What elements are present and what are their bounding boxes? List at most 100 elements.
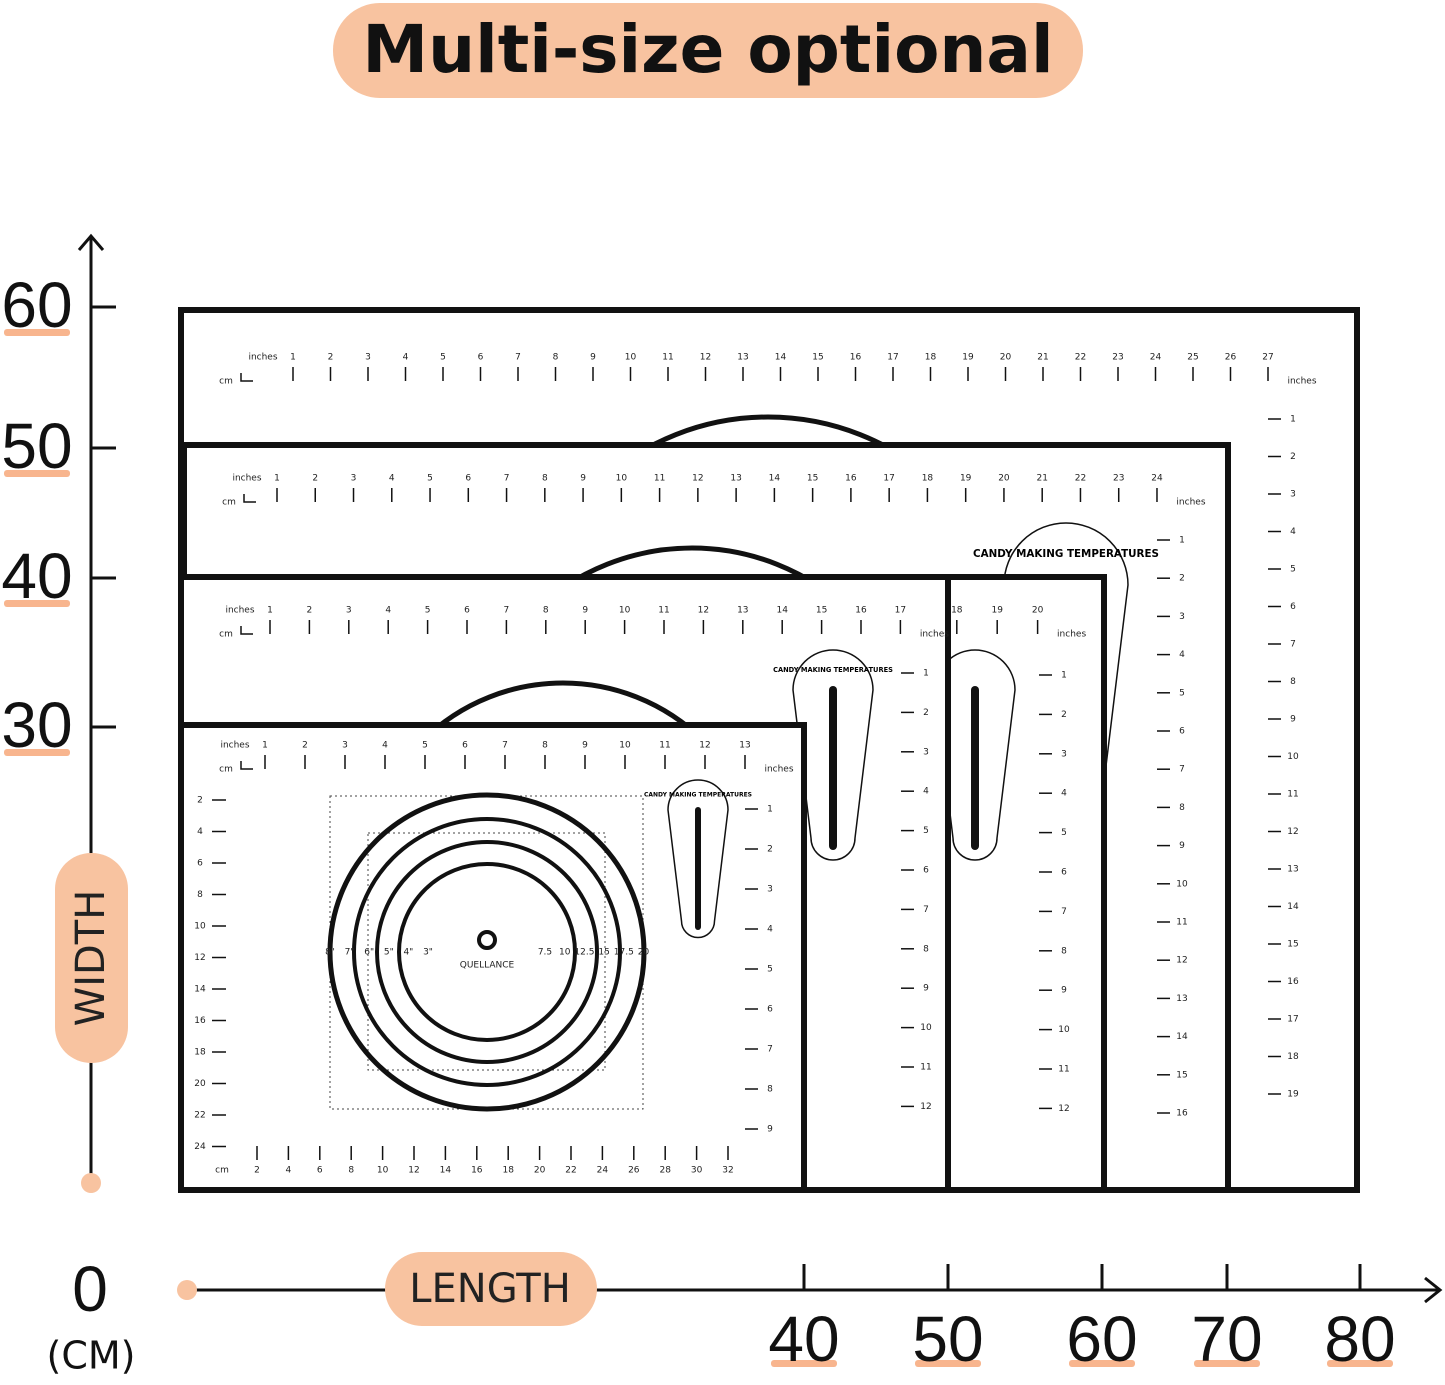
inch-label: 5: [1179, 688, 1185, 698]
cm-label: 8: [348, 1166, 354, 1176]
inch-label: 27: [1262, 353, 1273, 363]
inch-label: 5: [422, 741, 428, 751]
inch-label: 26: [1225, 353, 1237, 363]
inch-label: 5: [923, 826, 929, 836]
cm-label: 12: [194, 953, 205, 963]
inch-label: 2: [312, 474, 318, 484]
inch-label: 19: [962, 353, 974, 363]
inch-label: 2: [1061, 710, 1067, 720]
inch-label: 13: [1287, 865, 1298, 875]
title-pill: [333, 3, 1083, 98]
inch-label: 5: [1290, 565, 1296, 575]
unit-label: (CM): [47, 1334, 136, 1378]
cm-label: 16: [194, 1016, 206, 1026]
ruler-corner: [240, 626, 253, 635]
inch-label: 25: [1187, 353, 1198, 363]
y-tick-label: 50: [1, 410, 72, 482]
cm-label: 18: [502, 1166, 514, 1176]
cm-label: 24: [597, 1166, 609, 1176]
x-tick-label: 80: [1324, 1303, 1395, 1375]
cm-label: cm: [219, 630, 233, 640]
inch-label: 10: [619, 741, 631, 751]
inch-label: 12: [1058, 1104, 1069, 1114]
inch-label: 3: [351, 474, 357, 484]
inch-label: 21: [1036, 474, 1047, 484]
inch-label: 18: [951, 606, 963, 616]
title: Multi-size optional: [362, 11, 1053, 88]
y-axis-label: WIDTH: [68, 890, 114, 1027]
inch-label: 10: [1176, 879, 1188, 889]
y-arrow: [77, 233, 105, 251]
inch-label: 14: [1176, 1032, 1188, 1042]
inch-label: 20: [1000, 353, 1012, 363]
inch-label: 5: [425, 606, 431, 616]
ruler-corner: [243, 494, 256, 503]
inch-label: 24: [1151, 474, 1163, 484]
inch-label: 3: [1061, 749, 1067, 759]
inch-label: 13: [739, 741, 750, 751]
inch-label: 7: [1061, 907, 1067, 917]
ruler-corner: [240, 761, 253, 770]
inch-label: 1: [923, 669, 929, 679]
inch-label: 14: [775, 353, 787, 363]
circle-label: 3": [423, 948, 433, 958]
inch-label: 15: [1176, 1070, 1187, 1080]
inch-label: 3: [346, 606, 352, 616]
inch-label: 18: [1287, 1052, 1299, 1062]
inch-label: 7: [767, 1045, 773, 1055]
inch-label: 21: [1037, 353, 1048, 363]
inch-label: 19: [1287, 1090, 1299, 1100]
inch-label: 4: [1061, 789, 1067, 799]
cm-label: 16: [471, 1166, 483, 1176]
circle-label: 17.5: [614, 948, 634, 958]
inch-label: 3: [342, 741, 348, 751]
y-tick-label: 60: [1, 269, 72, 341]
unit-label: inches: [1057, 630, 1086, 640]
inch-label: 4: [385, 606, 391, 616]
inch-label: 6: [464, 606, 470, 616]
inch-label: 20: [998, 474, 1010, 484]
inch-label: 11: [1176, 918, 1187, 928]
x-axis-label: LENGTH: [409, 1266, 571, 1312]
inch-label: 10: [920, 1023, 932, 1033]
mat-circle: [375, 840, 599, 1064]
mat-circle: [352, 817, 622, 1087]
inch-label: 7: [515, 353, 521, 363]
inch-label: 13: [730, 474, 741, 484]
inch-label: 11: [1287, 790, 1298, 800]
inch-label: 3: [1179, 612, 1185, 622]
inch-label: 2: [923, 708, 929, 718]
inch-label: 16: [1176, 1109, 1188, 1119]
inch-label: 6: [1061, 868, 1067, 878]
inch-label: 3: [1290, 490, 1296, 500]
origin-label: 0: [72, 1253, 108, 1325]
tick-underline: [1069, 1360, 1135, 1367]
inch-label: 12: [699, 741, 710, 751]
inch-label: 16: [855, 606, 867, 616]
inch-label: 13: [737, 353, 748, 363]
cm-label: cm: [215, 1166, 229, 1176]
tick-underline: [771, 1360, 837, 1367]
inch-label: 14: [769, 474, 781, 484]
x-tick-label: 60: [1066, 1303, 1137, 1375]
inch-label: 16: [850, 353, 862, 363]
cm-label: 22: [194, 1111, 205, 1121]
inch-label: 12: [1176, 956, 1187, 966]
inch-label: 1: [1179, 536, 1185, 546]
tick-underline: [915, 1360, 981, 1367]
inch-label: 5: [440, 353, 446, 363]
inch-label: 3: [923, 747, 929, 757]
inch-label: 9: [1290, 715, 1296, 725]
unit-label: inches: [248, 353, 277, 363]
inch-label: 23: [1113, 474, 1124, 484]
inch-label: 8: [553, 353, 559, 363]
width-pill: [55, 853, 128, 1063]
unit-label: inches: [1287, 377, 1316, 387]
cm-label: 4: [286, 1166, 292, 1176]
inch-label: 6: [923, 866, 929, 876]
inch-label: 13: [737, 606, 748, 616]
inch-label: 6: [478, 353, 484, 363]
